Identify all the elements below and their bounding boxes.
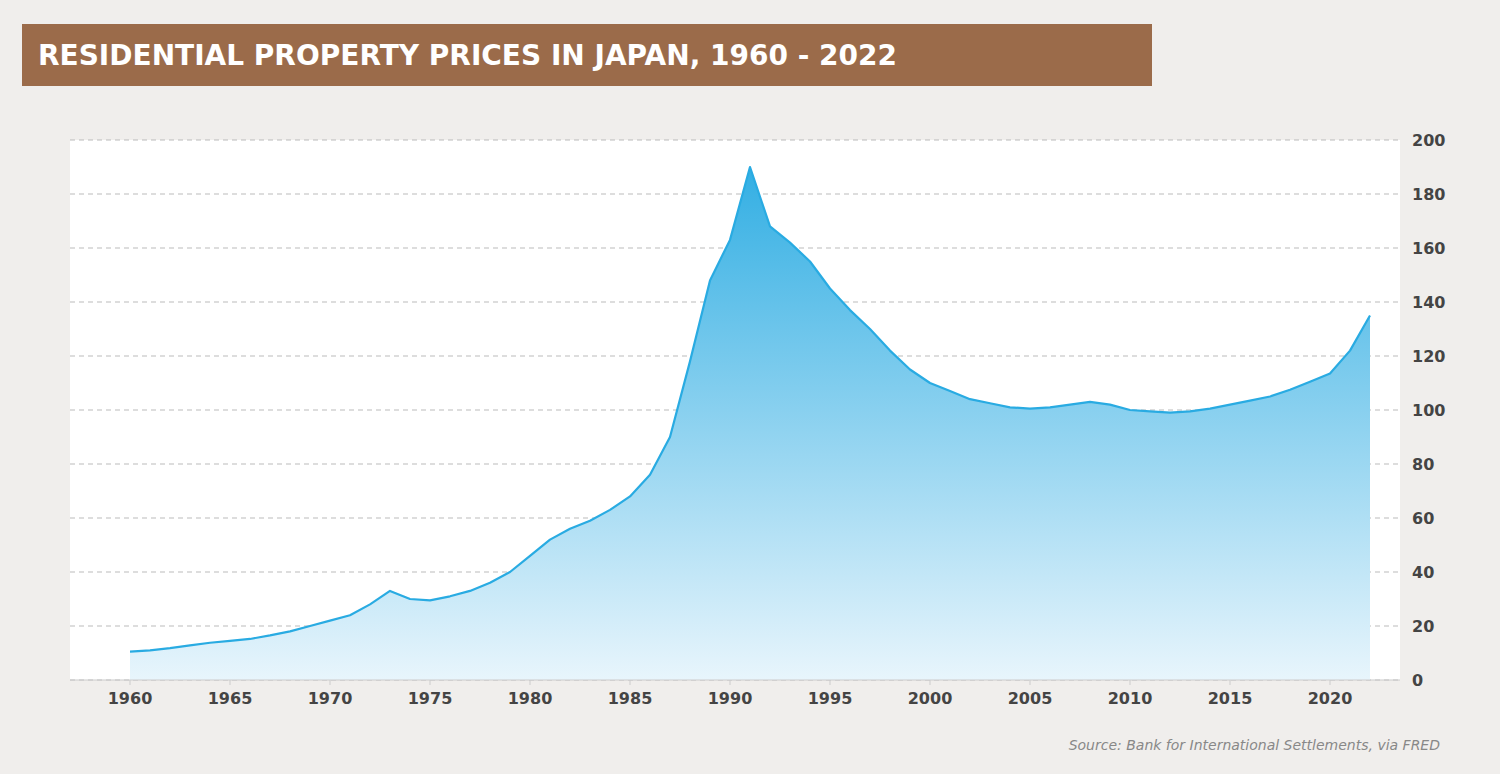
x-axis-line: [70, 679, 1400, 680]
x-tick: [1130, 680, 1131, 685]
y-tick-label: 180: [1412, 185, 1445, 204]
x-tick-label: 2000: [908, 689, 953, 708]
x-tick-label: 1980: [508, 689, 553, 708]
y-tick-label: 120: [1412, 347, 1445, 366]
x-tick: [1330, 680, 1331, 685]
source: Source: Bank for International Settlemen…: [1069, 737, 1441, 753]
y-tick-label: 80: [1412, 455, 1434, 474]
title-box: [22, 24, 1152, 86]
grid: [70, 140, 1400, 680]
x-tick: [930, 680, 931, 685]
title: RESIDENTIAL PROPERTY PRICES IN JAPAN, 19…: [38, 39, 897, 72]
chart: RESIDENTIAL PROPERTY PRICES IN JAPAN, 19…: [0, 0, 1500, 774]
x-tick-label: 1970: [308, 689, 353, 708]
x-tick: [1030, 680, 1031, 685]
y-tick-label: 0: [1412, 671, 1423, 690]
x-tick: [230, 680, 231, 685]
x-tick-label: 1995: [808, 689, 853, 708]
x-tick: [830, 680, 831, 685]
y-tick-label: 100: [1412, 401, 1445, 420]
y-tick-label: 200: [1412, 131, 1445, 150]
grid-line: [70, 194, 1400, 195]
x-tick: [130, 680, 131, 685]
area: [130, 167, 1370, 680]
x-tick: [730, 680, 731, 685]
x-tick-label: 2020: [1308, 689, 1353, 708]
grid-line: [70, 140, 1400, 141]
grid-line: [70, 680, 1400, 681]
x-tick: [530, 680, 531, 685]
x-tick: [330, 680, 331, 685]
line: [130, 167, 1370, 652]
x-tick: [630, 680, 631, 685]
y-tick-label: 160: [1412, 239, 1445, 258]
x-tick: [1230, 680, 1231, 685]
y-tick-label: 60: [1412, 509, 1434, 528]
y-tick-label: 20: [1412, 617, 1434, 636]
x-tick-label: 2005: [1008, 689, 1053, 708]
y-tick-label: 40: [1412, 563, 1434, 582]
x-tick-label: 1960: [108, 689, 153, 708]
x-tick-label: 1985: [608, 689, 653, 708]
x-tick-label: 2010: [1108, 689, 1153, 708]
x-tick-label: 2015: [1208, 689, 1253, 708]
plot-background: [70, 140, 1400, 680]
x-tick-label: 1975: [408, 689, 453, 708]
x-tick-label: 1990: [708, 689, 753, 708]
data: [130, 167, 1370, 680]
x-tick: [430, 680, 431, 685]
x-tick-label: 1965: [208, 689, 253, 708]
y-tick-label: 140: [1412, 293, 1445, 312]
